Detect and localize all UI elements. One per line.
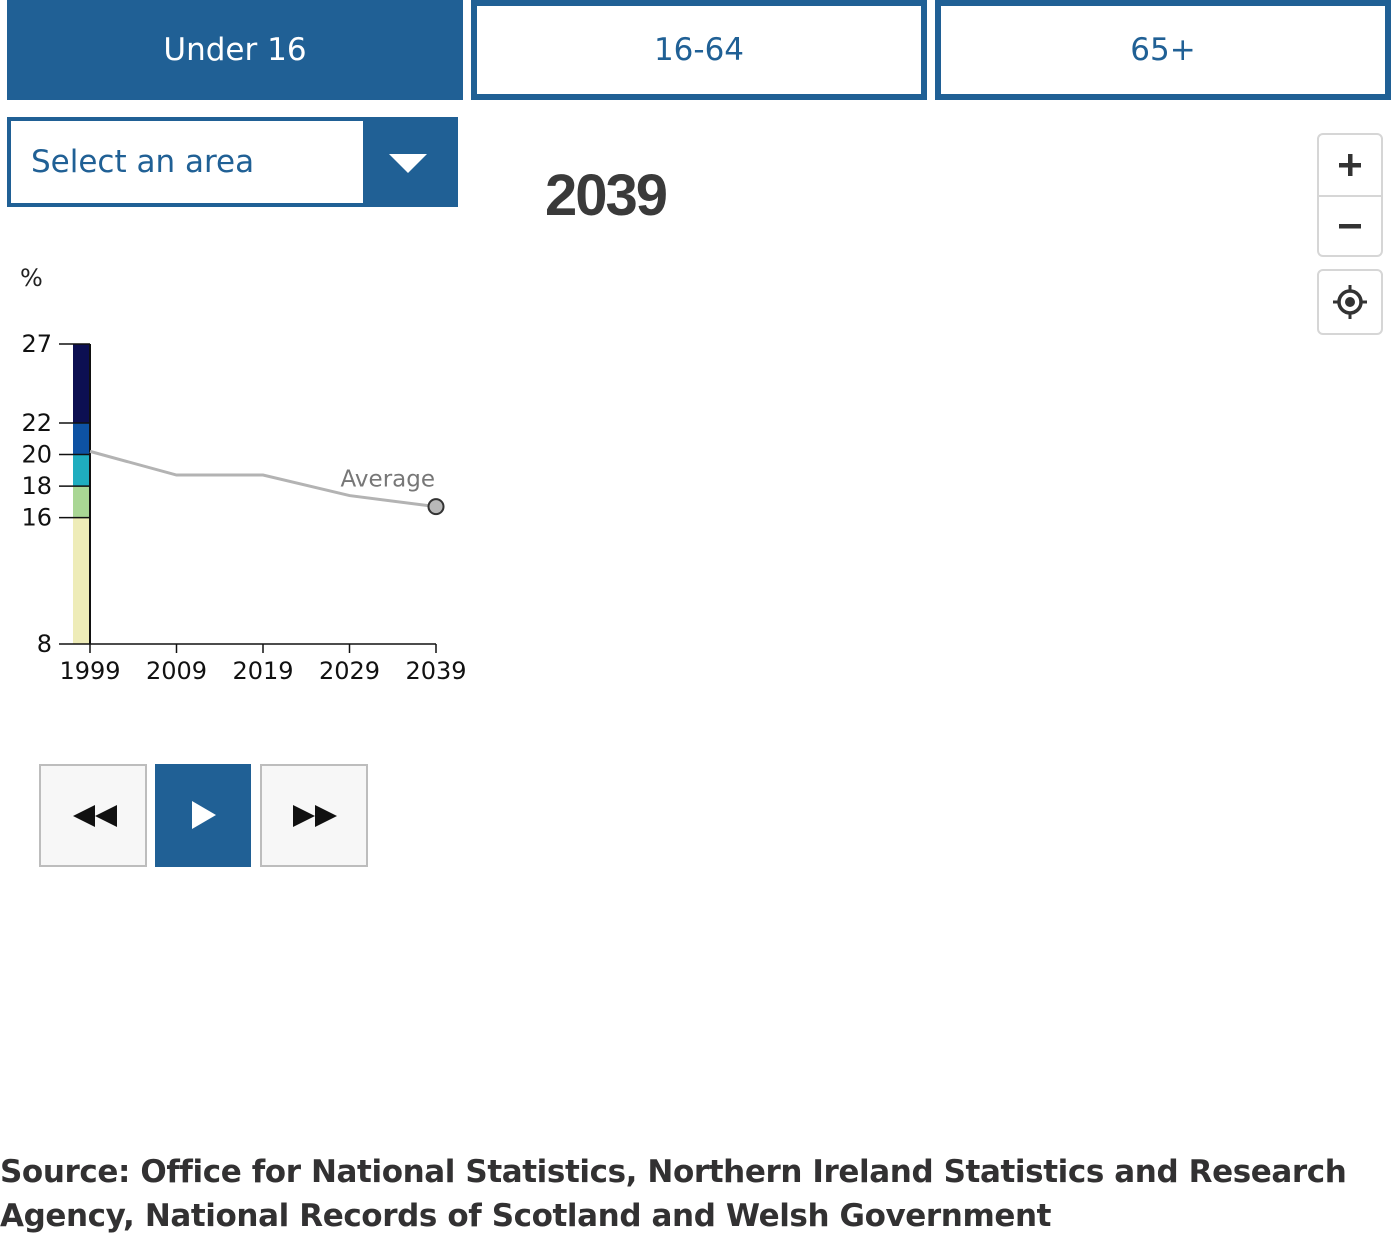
zoom-out-button[interactable]: [1319, 196, 1381, 256]
tab-label: Under 16: [163, 32, 307, 68]
x-tick-label: 1999: [59, 657, 120, 685]
y-tick-label: 16: [21, 504, 52, 532]
legend-band-1: [73, 517, 90, 644]
y-tick-label: 18: [21, 472, 52, 500]
x-tick-label: 2039: [405, 657, 466, 685]
y-tick-label: 27: [21, 330, 52, 358]
area-select-label: Select an area: [31, 144, 255, 180]
y-tick-label: 8: [37, 630, 52, 658]
legend-band-2: [73, 486, 90, 518]
year-display: 2039: [545, 163, 668, 228]
tab-label: 65+: [1130, 32, 1196, 68]
fast-forward-icon: [293, 805, 337, 827]
x-tick-label: 2009: [146, 657, 207, 685]
tab-65-plus[interactable]: 65+: [935, 0, 1391, 100]
play-button[interactable]: [155, 764, 251, 867]
x-tick-label: 2029: [319, 657, 380, 685]
zoom-in-button[interactable]: [1319, 135, 1381, 197]
area-select-dropdown[interactable]: Select an area: [7, 117, 458, 207]
locate-button[interactable]: [1317, 269, 1383, 335]
rewind-button[interactable]: [39, 764, 147, 867]
tab-16-64[interactable]: 16-64: [471, 0, 927, 100]
legend-bands: [73, 344, 90, 644]
tab-label: 16-64: [653, 32, 745, 68]
chevron-down-icon: [389, 154, 427, 173]
x-axis: 1999 2009 2019 2029 2039: [59, 643, 467, 685]
crosshair-icon: [1333, 285, 1367, 319]
y-axis-label: %: [20, 264, 43, 292]
series-label: Average: [341, 467, 435, 493]
plus-icon: [1339, 154, 1361, 176]
y-tick-label: 20: [21, 441, 52, 469]
minus-icon: [1339, 224, 1361, 229]
trend-chart: % 8 16 18 20 22 27 1999 2009 2019 2029 2039 Avera…: [20, 264, 467, 685]
x-tick-label: 2019: [232, 657, 293, 685]
legend-band-4: [73, 422, 90, 455]
legend-band-5: [73, 344, 90, 423]
y-axis: 8 16 18 20 22 27: [21, 330, 91, 658]
y-tick-label: 22: [21, 409, 52, 437]
play-icon: [192, 801, 216, 829]
fast-forward-button[interactable]: [260, 764, 368, 867]
tab-under-16[interactable]: Under 16: [7, 0, 463, 100]
source-note: Source: Office for National Statistics, …: [0, 1154, 1347, 1234]
dropdown-toggle[interactable]: [363, 121, 454, 203]
rewind-icon: [73, 805, 117, 827]
average-line: [89, 449, 437, 509]
zoom-controls: [1317, 133, 1383, 257]
current-year-point: [427, 498, 445, 516]
legend-band-3: [73, 454, 90, 487]
series-group: Average: [89, 449, 445, 516]
